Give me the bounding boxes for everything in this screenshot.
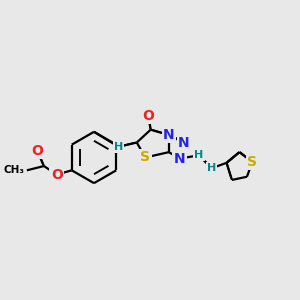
Text: S: S	[247, 155, 257, 169]
Text: N: N	[163, 128, 175, 142]
Text: CH₃: CH₃	[4, 165, 25, 175]
Text: O: O	[51, 168, 63, 182]
Text: H: H	[194, 150, 203, 160]
Text: H: H	[114, 142, 123, 152]
Text: N: N	[178, 136, 190, 149]
Text: S: S	[140, 151, 150, 164]
Text: H: H	[207, 163, 216, 173]
Text: O: O	[32, 144, 44, 158]
Text: O: O	[142, 109, 154, 123]
Text: N: N	[174, 152, 185, 166]
